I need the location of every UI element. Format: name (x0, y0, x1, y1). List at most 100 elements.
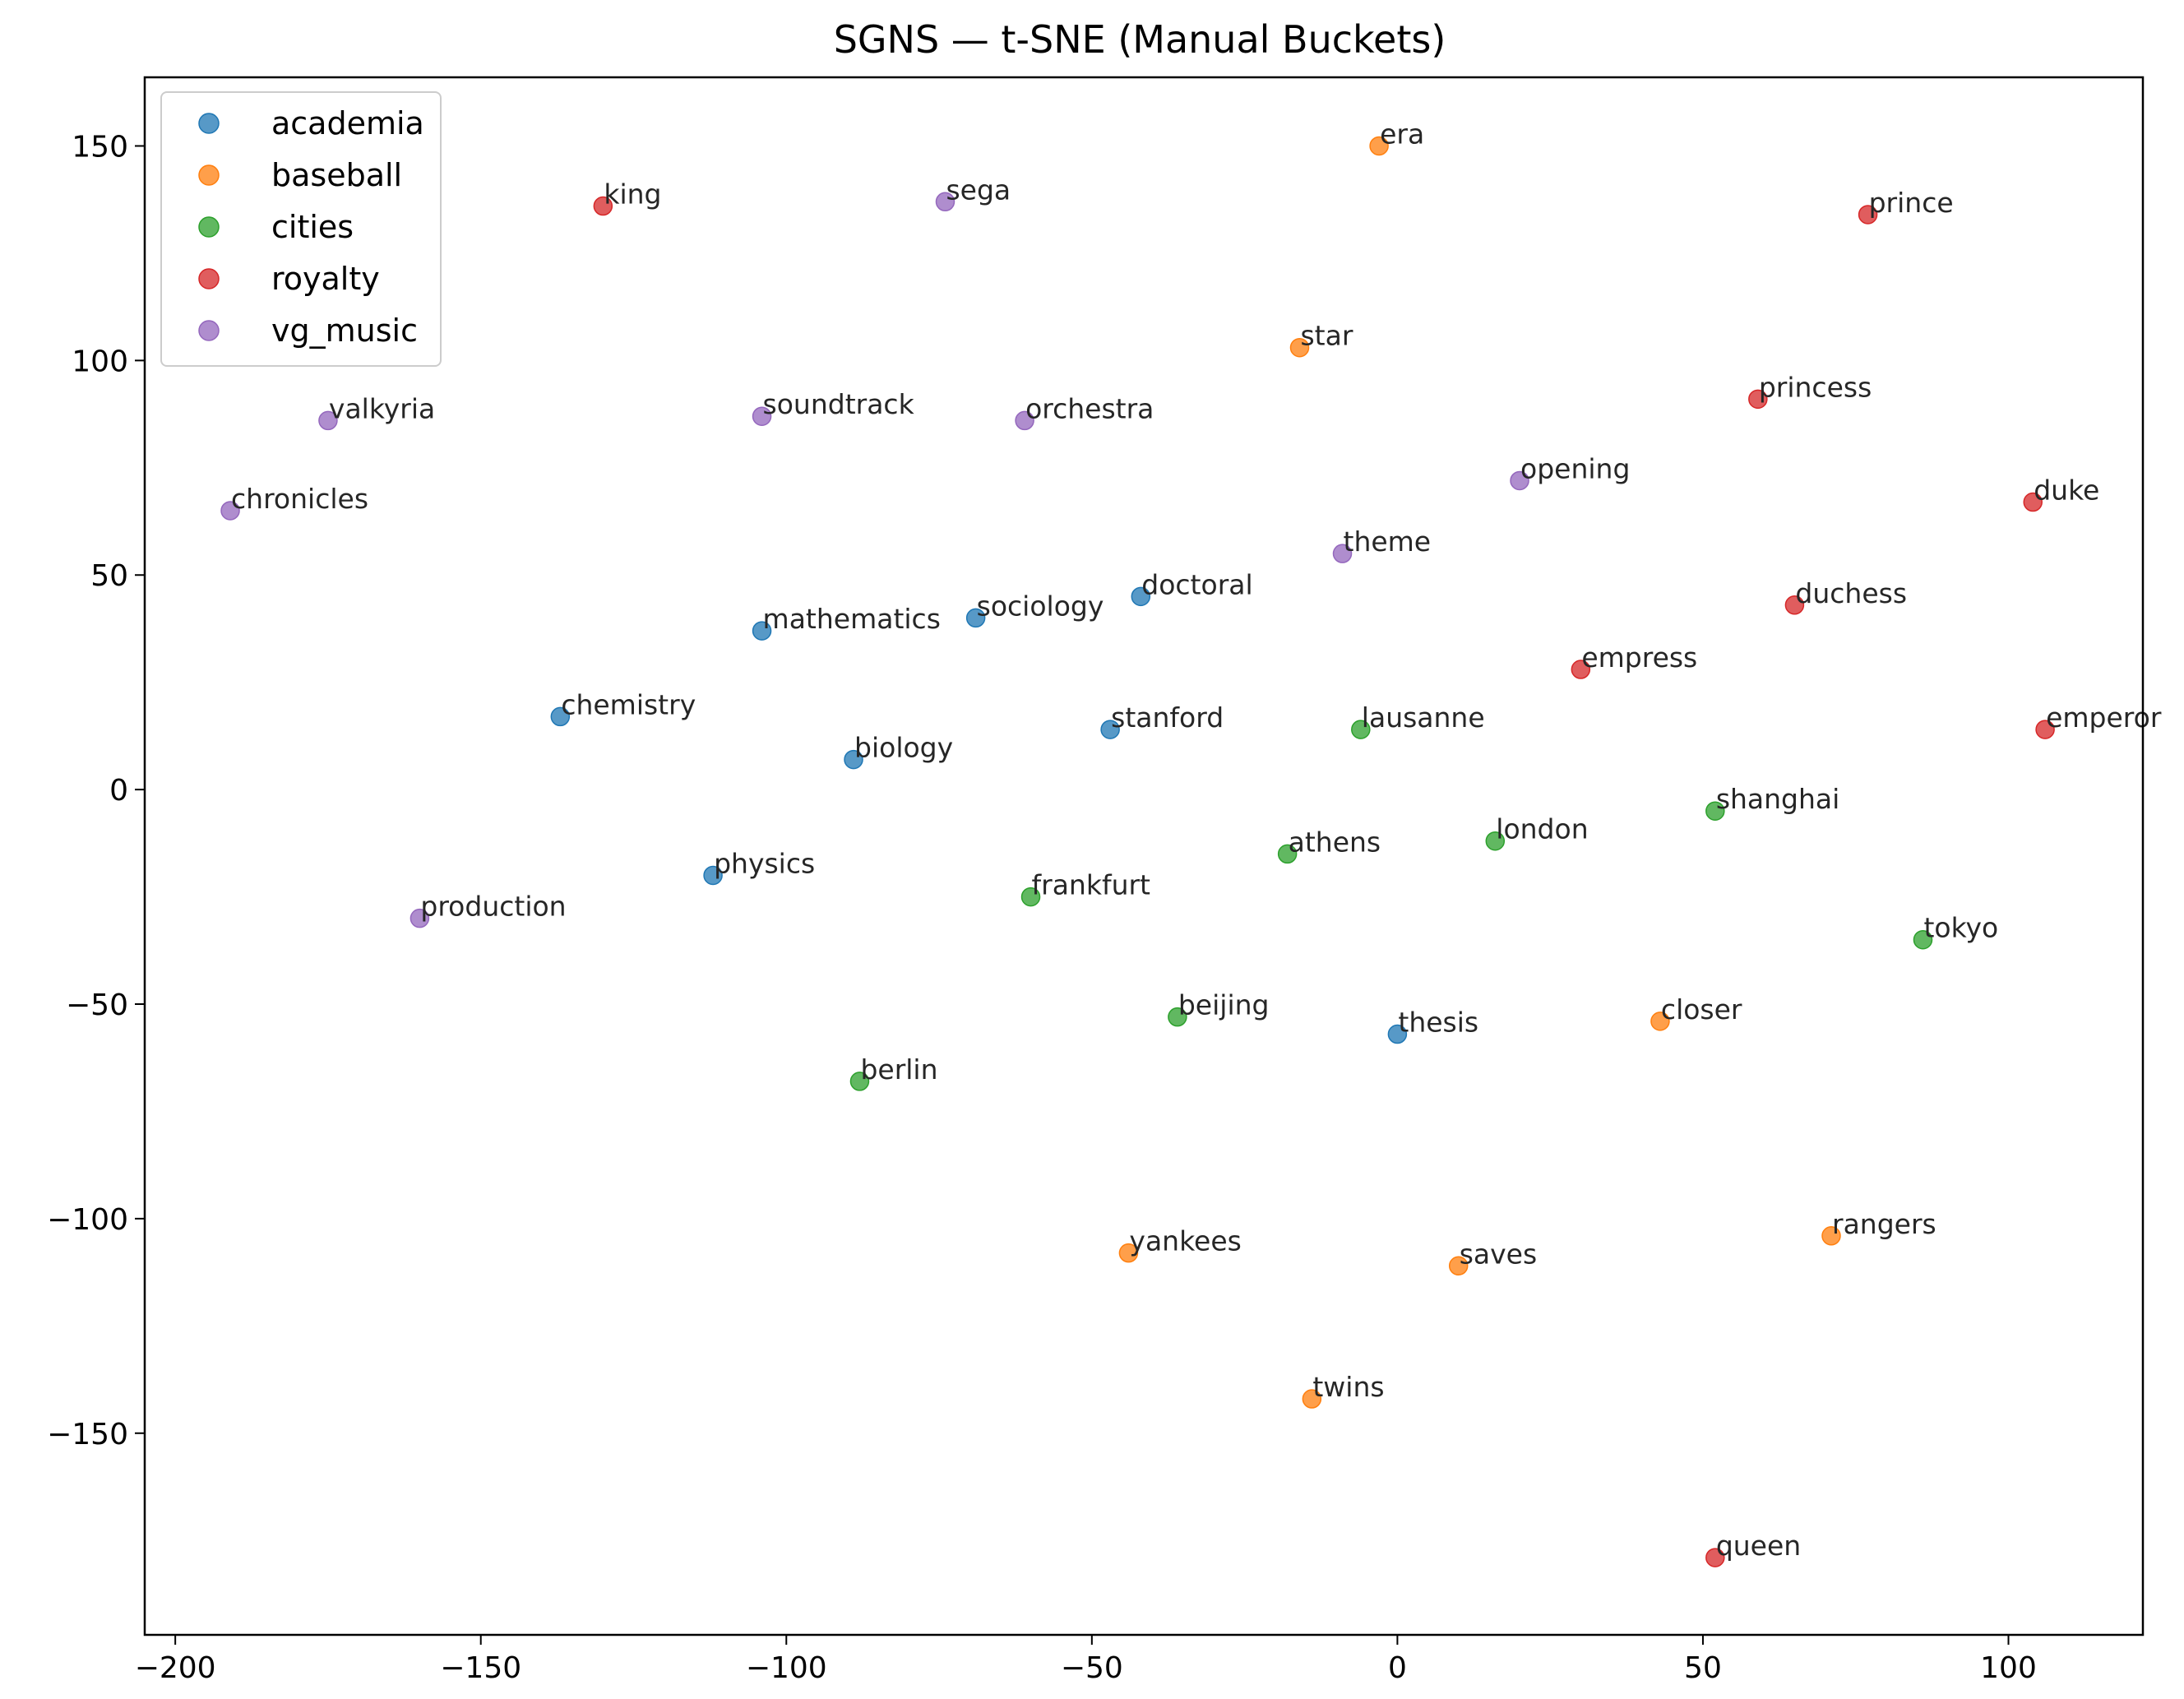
point-label: london (1496, 813, 1588, 845)
data-point (752, 621, 772, 641)
legend-marker (198, 164, 220, 186)
data-point (318, 410, 338, 431)
data-point (1118, 1243, 1139, 1263)
data-point (1020, 887, 1041, 907)
point-label: sega (946, 174, 1011, 206)
point-label: prince (1869, 187, 1954, 219)
point-label: chemistry (561, 688, 696, 720)
data-point (1571, 660, 1591, 679)
data-point (1369, 136, 1389, 156)
point-label: era (1380, 118, 1424, 150)
legend-item-academia: academia (198, 105, 424, 141)
legend-item-baseball: baseball (198, 157, 402, 193)
y-tick-label: 50 (90, 559, 128, 593)
data-point (1448, 1256, 1469, 1276)
point-label: frankfurt (1032, 869, 1151, 901)
point-label: duchess (1795, 577, 1907, 609)
data-point (1131, 586, 1151, 607)
data-point (1332, 544, 1353, 563)
point-label: thesis (1398, 1007, 1478, 1039)
x-tick-label: −200 (135, 1651, 216, 1685)
chart-title: SGNS — t-SNE (Manual Buckets) (834, 17, 1446, 62)
data-point (1387, 1024, 1408, 1044)
point-label: empress (1581, 641, 1697, 674)
x-tick-label: −100 (746, 1651, 827, 1685)
point-label: mathematics (763, 603, 941, 635)
data-point (593, 196, 613, 216)
legend-label: academia (271, 105, 424, 141)
legend-box (160, 91, 442, 367)
point-label: soundtrack (763, 388, 915, 420)
y-tick-label: 150 (72, 130, 128, 164)
data-point (1705, 1548, 1725, 1567)
data-point (1748, 389, 1768, 410)
point-label: biology (854, 732, 953, 764)
data-point (550, 706, 571, 727)
point-label: beijing (1178, 989, 1270, 1021)
point-label: saves (1460, 1238, 1537, 1270)
data-point (1858, 205, 1878, 225)
point-label: doctoral (1141, 568, 1252, 600)
point-label: production (420, 891, 566, 923)
y-tick-label: −100 (47, 1203, 128, 1237)
legend-marker (198, 113, 220, 134)
point-label: shanghai (1716, 783, 1840, 815)
point-label: yankees (1129, 1225, 1241, 1257)
plot-area: −200 −150 −100 −50 0 50 100 150 100 50 0 −50 −100 −15… (47, 76, 2162, 1685)
legend-marker (198, 216, 220, 238)
point-label: berlin (860, 1053, 937, 1086)
data-point (752, 406, 772, 426)
data-point (1510, 470, 1529, 491)
y-tick-label: 100 (72, 345, 128, 378)
point-label: sociology (977, 590, 1104, 622)
x-tick-label: 100 (1980, 1651, 2037, 1685)
series-baseball: era star closer yankees saves rangers twins (1118, 118, 1936, 1409)
legend-label: cities (271, 209, 354, 245)
axes-frame (143, 76, 2145, 1637)
point-label: tokyo (1923, 912, 1998, 944)
point-label: closer (1661, 993, 1742, 1025)
data-point (1015, 410, 1034, 431)
point-label: twins (1312, 1371, 1384, 1403)
point-label: orchestra (1025, 392, 1154, 424)
series-royalty: king prince princess duke duchess empress empe… (593, 178, 2162, 1567)
point-label: star (1300, 320, 1353, 352)
legend-marker (198, 320, 220, 341)
data-point (703, 865, 723, 886)
legend-label: baseball (271, 157, 402, 193)
data-point (2035, 720, 2055, 739)
data-point (1650, 1012, 1670, 1031)
legend: academia baseball cities royalty vg_music (160, 91, 442, 367)
data-point (1913, 929, 1933, 950)
point-label: chronicles (231, 483, 368, 515)
point-label: queen (1716, 1530, 1801, 1562)
data-point (1289, 337, 1310, 358)
x-tick-label: −150 (440, 1651, 521, 1685)
data-point (2023, 492, 2043, 512)
point-label: princess (1759, 371, 1872, 403)
data-point (1168, 1007, 1187, 1027)
y-tick-label: 0 (109, 774, 128, 808)
data-point (410, 908, 430, 928)
legend-label: royalty (271, 261, 380, 297)
x-tick-label: 0 (1388, 1651, 1407, 1685)
legend-item-cities: cities (198, 209, 354, 245)
x-tick-label: 50 (1684, 1651, 1722, 1685)
point-label: lausanne (1362, 701, 1485, 734)
data-point (1277, 844, 1298, 864)
data-point (220, 501, 240, 521)
point-label: opening (1520, 452, 1630, 484)
data-point (1351, 720, 1371, 739)
data-point (1302, 1389, 1322, 1409)
data-point (935, 192, 956, 212)
series-cities: lausanne shanghai athens london frankfurt tok… (849, 701, 1998, 1091)
data-point (1100, 720, 1120, 739)
point-label: physics (714, 847, 815, 879)
data-point (1821, 1226, 1841, 1246)
y-tick-label: −50 (66, 988, 128, 1022)
point-label: theme (1344, 525, 1432, 558)
point-label: valkyria (329, 392, 435, 424)
data-point (844, 749, 863, 770)
data-point (1784, 595, 1805, 615)
